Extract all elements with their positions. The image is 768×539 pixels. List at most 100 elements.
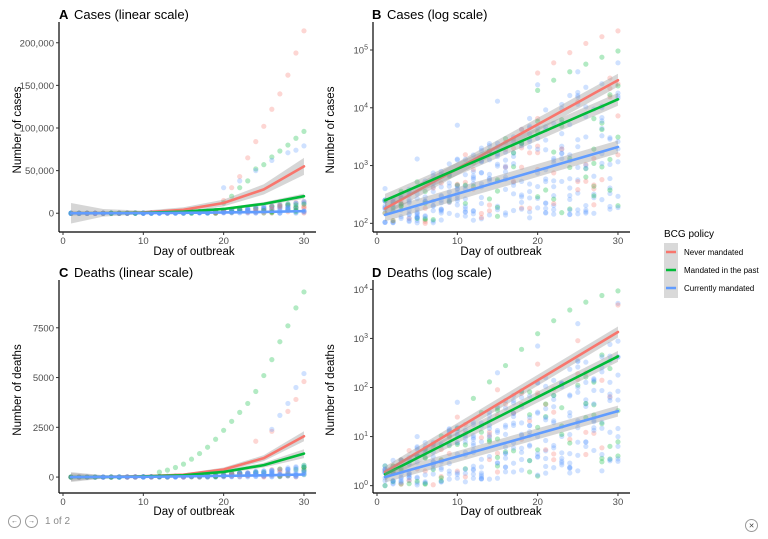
- point-currently-mandated: [285, 468, 291, 474]
- previous-page-button[interactable]: ←: [8, 515, 21, 528]
- point-mandated-in-the-past: [462, 182, 468, 188]
- point-mandated-in-the-past: [398, 481, 404, 487]
- point-currently-mandated: [398, 480, 404, 486]
- point-currently-mandated: [494, 203, 501, 209]
- point-currently-mandated: [430, 173, 436, 179]
- point-never-mandated: [591, 182, 597, 188]
- point-mandated-in-the-past: [382, 483, 388, 489]
- point-never-mandated: [615, 113, 621, 119]
- point-currently-mandated: [510, 161, 517, 167]
- point-currently-mandated: [486, 453, 493, 460]
- point-mandated-in-the-past: [535, 473, 541, 479]
- point-currently-mandated: [583, 165, 589, 171]
- point-never-mandated: [486, 202, 493, 208]
- x-tick-label: 30: [299, 236, 310, 247]
- x-tick-label: 20: [532, 497, 543, 508]
- point-currently-mandated: [575, 137, 581, 143]
- point-mandated-in-the-past: [527, 469, 533, 475]
- panel-b-title: Cases (log scale): [387, 7, 487, 22]
- point-never-mandated: [551, 451, 557, 457]
- point-currently-mandated: [390, 457, 396, 463]
- point-currently-mandated: [575, 389, 581, 395]
- x-tick-label: 10: [452, 236, 463, 247]
- point-currently-mandated: [535, 453, 541, 460]
- point-currently-mandated: [567, 207, 573, 213]
- x-tick-label: 20: [532, 236, 543, 247]
- point-currently-mandated: [430, 208, 436, 214]
- point-currently-mandated: [398, 215, 404, 222]
- point-currently-mandated: [414, 209, 420, 215]
- point-currently-mandated: [551, 377, 557, 383]
- point-currently-mandated: [382, 219, 388, 226]
- point-currently-mandated: [478, 170, 485, 176]
- point-currently-mandated: [301, 200, 307, 206]
- point-currently-mandated: [462, 172, 468, 178]
- point-currently-mandated: [494, 161, 501, 167]
- point-never-mandated: [486, 429, 493, 435]
- point-currently-mandated: [470, 217, 476, 223]
- point-never-mandated: [422, 205, 428, 211]
- point-mandated-in-the-past: [245, 400, 251, 407]
- point-currently-mandated: [551, 442, 557, 449]
- point-currently-mandated: [575, 69, 581, 75]
- point-mandated-in-the-past: [607, 187, 613, 193]
- point-mandated-in-the-past: [486, 379, 493, 385]
- point-currently-mandated: [221, 185, 227, 191]
- point-currently-mandated: [301, 468, 307, 475]
- point-currently-mandated: [527, 215, 533, 221]
- point-mandated-in-the-past: [237, 409, 243, 415]
- point-mandated-in-the-past: [253, 469, 259, 476]
- point-currently-mandated: [454, 439, 460, 446]
- point-never-mandated: [446, 199, 452, 205]
- point-never-mandated: [293, 50, 299, 56]
- panel-c-letter: C: [59, 265, 69, 280]
- point-never-mandated: [406, 448, 412, 454]
- point-currently-mandated: [567, 152, 573, 158]
- point-currently-mandated: [470, 169, 476, 175]
- point-currently-mandated: [478, 476, 485, 482]
- point-currently-mandated: [414, 156, 420, 162]
- panel-a-y-axis-title: Number of cases: [12, 86, 24, 173]
- y-tick-label: 102: [354, 218, 369, 230]
- point-mandated-in-the-past: [494, 407, 501, 413]
- point-currently-mandated: [502, 424, 509, 430]
- fit-line-currently-mandated: [69, 473, 306, 479]
- point-mandated-in-the-past: [551, 392, 557, 398]
- point-mandated-in-the-past: [543, 414, 549, 420]
- point-currently-mandated: [591, 195, 597, 201]
- point-currently-mandated: [406, 474, 412, 481]
- point-mandated-in-the-past: [398, 203, 404, 209]
- point-currently-mandated: [575, 364, 581, 370]
- point-currently-mandated: [543, 178, 549, 185]
- point-currently-mandated: [527, 429, 533, 435]
- point-currently-mandated: [551, 207, 557, 213]
- point-currently-mandated: [406, 218, 412, 225]
- point-currently-mandated: [470, 211, 476, 217]
- point-currently-mandated: [575, 468, 581, 474]
- point-currently-mandated: [398, 214, 404, 220]
- point-currently-mandated: [478, 474, 485, 480]
- x-tick-label: 30: [613, 236, 624, 247]
- point-currently-mandated: [527, 181, 533, 187]
- point-currently-mandated: [502, 444, 509, 450]
- point-currently-mandated: [269, 157, 275, 163]
- point-currently-mandated: [269, 426, 275, 432]
- point-currently-mandated: [502, 455, 509, 461]
- point-currently-mandated: [269, 203, 275, 209]
- point-mandated-in-the-past: [462, 466, 468, 472]
- next-page-button[interactable]: →: [25, 515, 38, 528]
- point-currently-mandated: [599, 468, 605, 474]
- point-currently-mandated: [527, 188, 533, 195]
- point-currently-mandated: [301, 200, 307, 206]
- x-tick-label: 0: [60, 497, 65, 508]
- point-mandated-in-the-past: [567, 307, 573, 313]
- point-currently-mandated: [285, 204, 291, 210]
- point-never-mandated: [494, 450, 501, 456]
- point-currently-mandated: [454, 471, 460, 477]
- point-mandated-in-the-past: [615, 453, 621, 459]
- point-mandated-in-the-past: [607, 443, 613, 449]
- panel-b-point-cloud: [382, 28, 621, 226]
- close-button[interactable]: ✕: [745, 519, 758, 532]
- point-currently-mandated: [567, 211, 573, 218]
- point-mandated-in-the-past: [583, 174, 589, 180]
